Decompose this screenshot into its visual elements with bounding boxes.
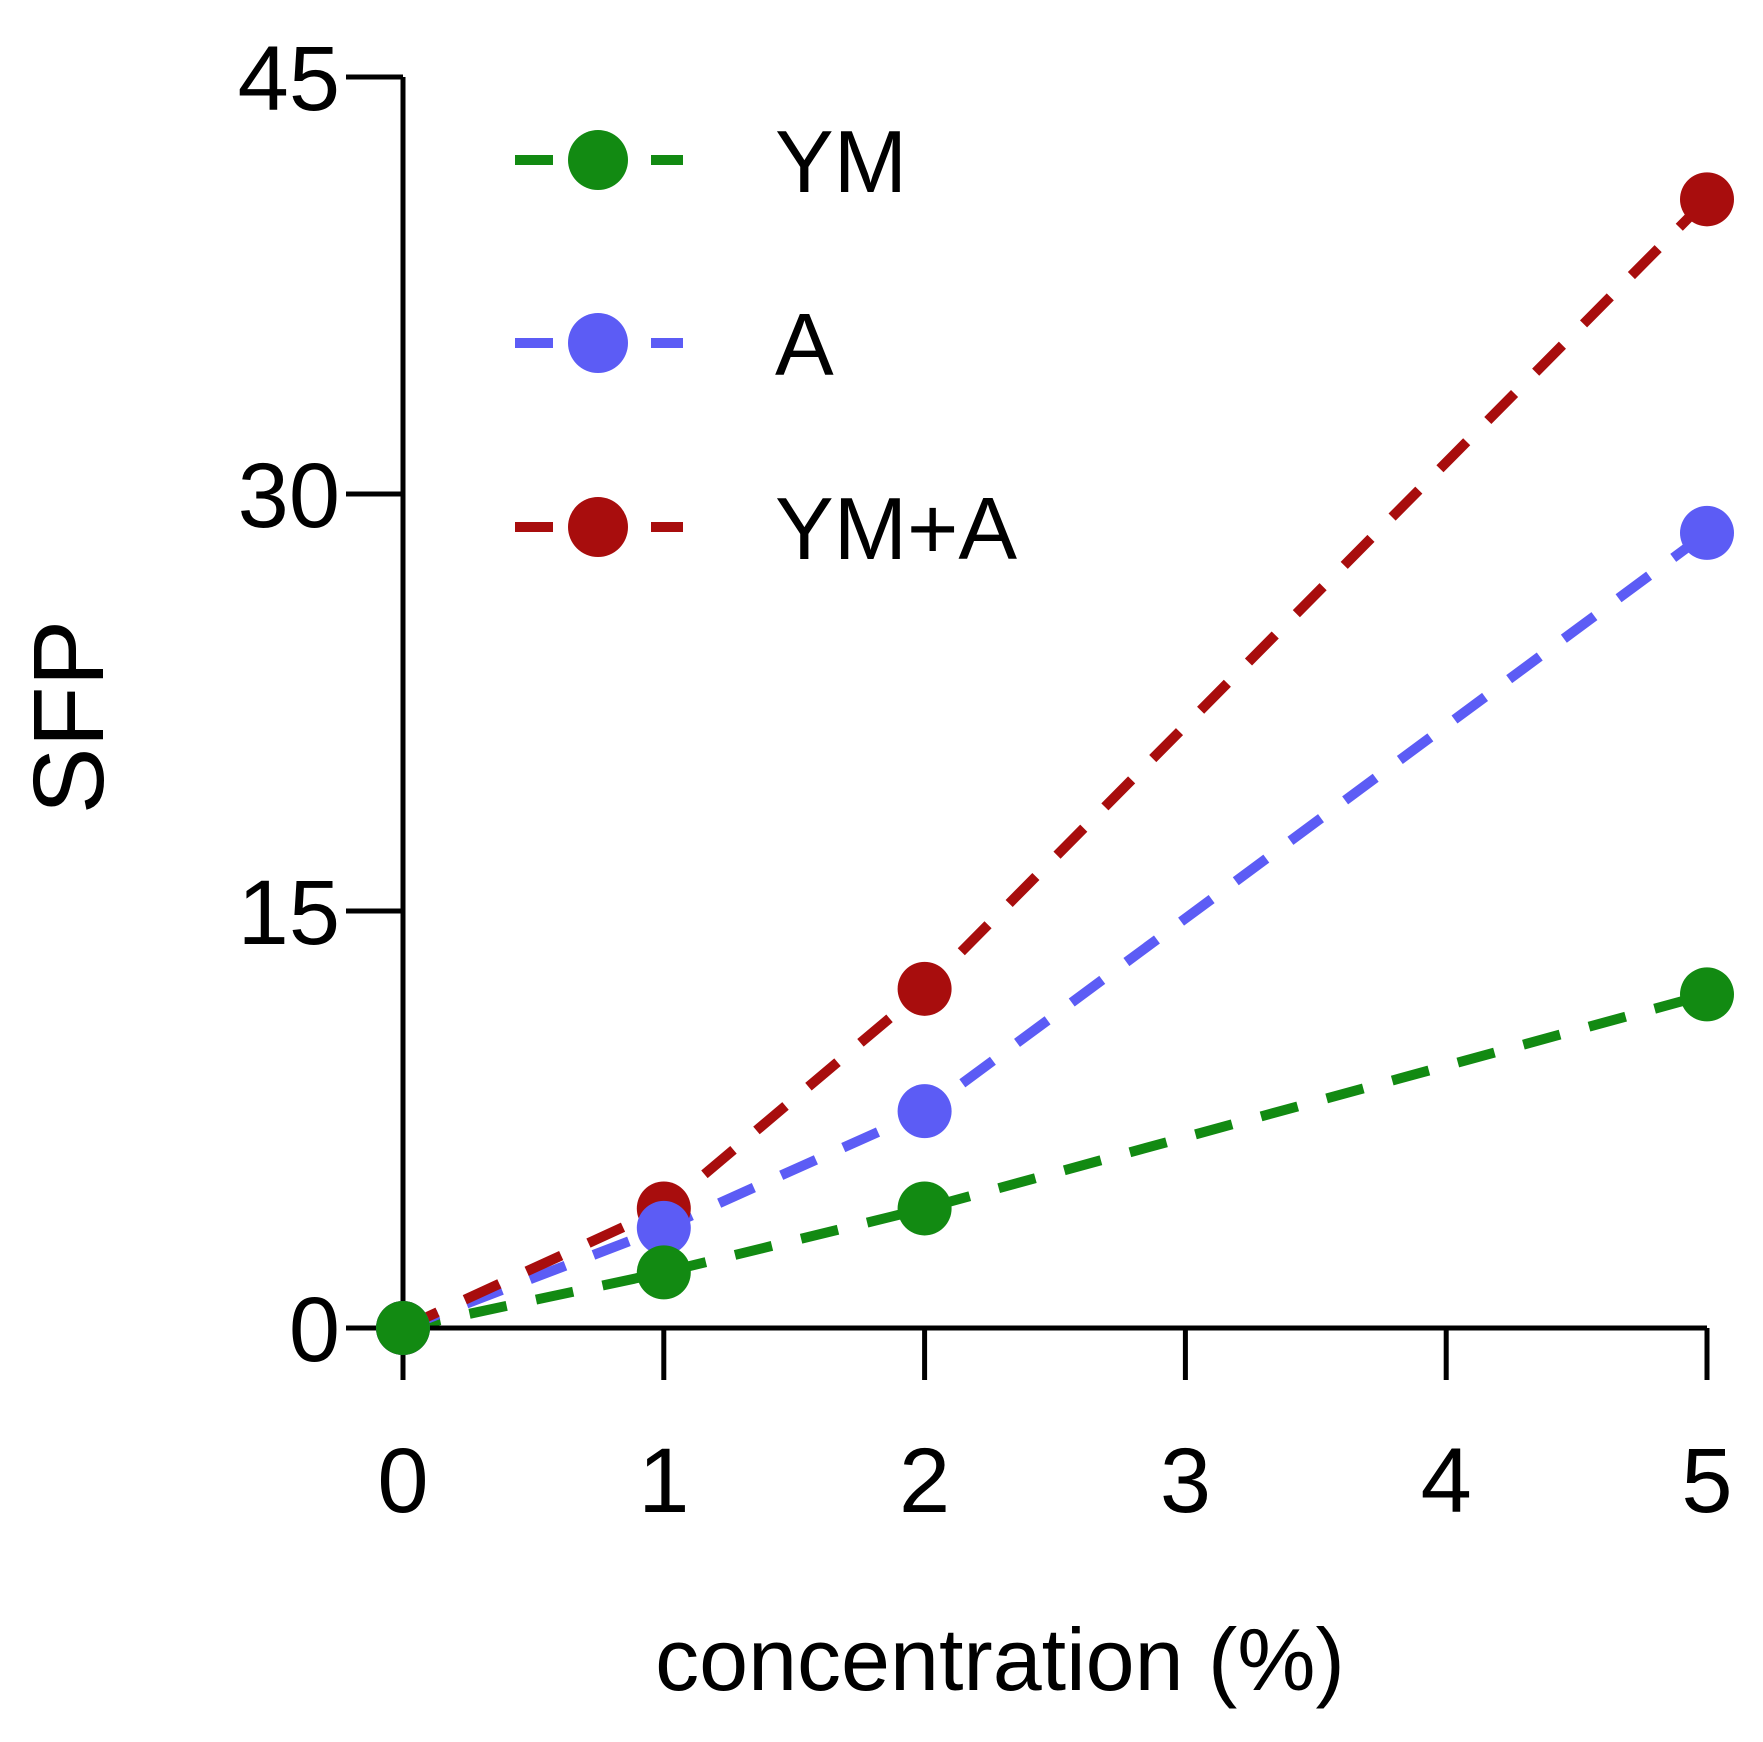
legend-marker-ym bbox=[568, 130, 628, 190]
legend-marker-a bbox=[568, 313, 628, 373]
data-point-a-x1 bbox=[636, 1200, 691, 1255]
x-tick-label-3: 3 bbox=[1160, 1430, 1211, 1532]
data-point-ym-a-x5 bbox=[1680, 172, 1734, 227]
legend-label-ym-a: YM+A bbox=[775, 479, 1017, 578]
legend: YM A YM+A bbox=[515, 112, 1017, 578]
series-layer bbox=[400, 195, 1711, 1333]
axes-layer bbox=[400, 77, 1707, 1331]
data-point-ym-a-x2 bbox=[897, 961, 952, 1016]
series-line-ym bbox=[401, 989, 1709, 1333]
y-tick-label-45: 45 bbox=[238, 28, 340, 130]
legend-item-a: A bbox=[515, 295, 834, 394]
x-axis-title: concentration (%) bbox=[655, 1610, 1345, 1709]
legend-label-a: A bbox=[775, 295, 834, 394]
data-point-ym-x1 bbox=[636, 1245, 691, 1300]
y-tick-label-15: 15 bbox=[238, 862, 340, 964]
x-tick-label-4: 4 bbox=[1421, 1430, 1472, 1532]
legend-item-ym: YM bbox=[515, 112, 907, 211]
series-line-ym-a bbox=[400, 195, 1711, 1333]
y-tick-label-30: 30 bbox=[238, 445, 340, 547]
x-tick-label-0: 0 bbox=[377, 1430, 428, 1532]
data-point-a-x5 bbox=[1680, 505, 1734, 560]
legend-label-ym: YM bbox=[775, 112, 907, 211]
legend-item-ym-a: YM+A bbox=[515, 479, 1017, 578]
points-layer bbox=[376, 172, 1734, 1355]
y-axis-title: SFP bbox=[13, 620, 125, 814]
data-point-ym-x2 bbox=[897, 1181, 952, 1236]
x-tick-label-5: 5 bbox=[1681, 1430, 1732, 1532]
x-tick-label-1: 1 bbox=[638, 1430, 689, 1532]
data-point-ym-x0 bbox=[376, 1301, 430, 1355]
legend-marker-ym-a bbox=[568, 497, 628, 557]
x-tick-label-2: 2 bbox=[899, 1430, 950, 1532]
data-point-ym-x5 bbox=[1680, 967, 1734, 1022]
y-tick-label-0: 0 bbox=[289, 1279, 340, 1381]
series-line-a bbox=[401, 528, 1710, 1333]
data-point-a-x2 bbox=[897, 1084, 952, 1139]
